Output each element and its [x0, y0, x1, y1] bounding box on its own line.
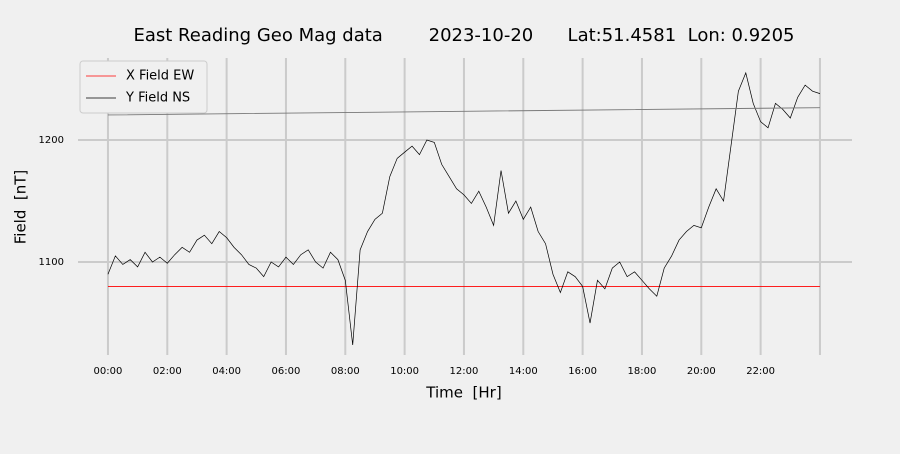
data-line — [107, 71, 821, 346]
y-tick-label: 1100 — [39, 257, 64, 268]
legend-label: X Field EW — [126, 69, 194, 84]
x-tick-label: 06:00 — [272, 366, 301, 377]
x-tick-label: 08:00 — [331, 366, 360, 377]
x-tick-label: 02:00 — [153, 366, 182, 377]
legend-label: Y Field NS — [125, 91, 190, 106]
x-tick-label: 12:00 — [450, 366, 479, 377]
y-axis-label: Field [nT] — [12, 170, 30, 245]
data-line — [107, 107, 820, 116]
legend-box — [79, 60, 208, 114]
x-tick-label: 00:00 — [94, 366, 123, 377]
x-tick-label: 10:00 — [390, 366, 419, 377]
x-tick-label: 22:00 — [746, 366, 775, 377]
x-axis-label: Time [Hr] — [425, 384, 501, 402]
chart-title: East Reading Geo Mag data 2023-10-20 Lat… — [133, 25, 794, 46]
x-tick-label: 04:00 — [212, 366, 241, 377]
x-tick-label: 18:00 — [628, 366, 657, 377]
x-tick-label: 20:00 — [687, 366, 716, 377]
x-tick-label: 16:00 — [568, 366, 597, 377]
x-tick-label: 14:00 — [509, 366, 538, 377]
y-tick-label: 1200 — [39, 135, 64, 146]
